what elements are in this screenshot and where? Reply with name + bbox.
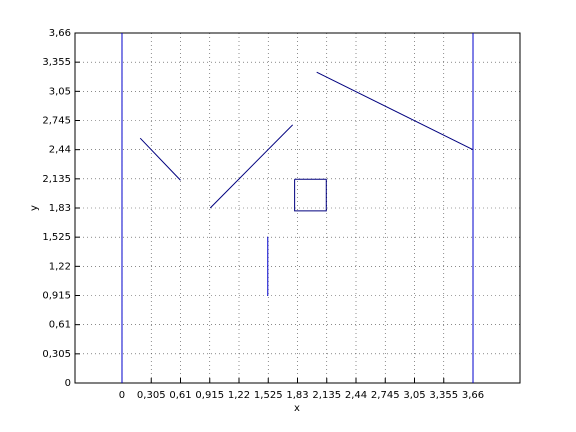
y-tick-label: 0,915: [42, 291, 71, 302]
line-segment: [209, 124, 294, 209]
x-tick-label: 0,61: [169, 390, 191, 401]
x-tick-label: 2,44: [345, 390, 367, 401]
y-tick-label: 2,745: [42, 116, 71, 127]
y-tick-label: 0,305: [42, 349, 71, 360]
y-tick-label: 1,22: [49, 261, 71, 272]
y-tick-label: 0: [65, 378, 71, 389]
y-tick-label: 2,135: [42, 174, 71, 185]
y-tick-label: 3,66: [49, 28, 71, 39]
x-tick-label: 1,83: [286, 390, 308, 401]
line-segment: [139, 137, 181, 181]
line-segment: [316, 71, 474, 151]
x-tick-label: 2,135: [312, 390, 341, 401]
y-tick-label: 1,525: [42, 232, 71, 243]
x-tick-label: 2,745: [371, 390, 400, 401]
axes-box: [74, 32, 521, 384]
y-axis-label: y: [29, 205, 40, 211]
line-segment: [294, 178, 327, 212]
x-tick-label: 0,305: [137, 390, 166, 401]
y-tick-label: 2,44: [49, 145, 71, 156]
x-tick-label: 1,22: [228, 390, 250, 401]
x-tick-label: 0,915: [195, 390, 224, 401]
y-tick-label: 3,05: [49, 86, 71, 97]
x-tick-label: 3,66: [462, 390, 484, 401]
y-tick-label: 1,83: [49, 203, 71, 214]
x-tick-label: 3,05: [403, 390, 425, 401]
x-tick-label: 0: [119, 390, 125, 401]
x-tick-label: 1,525: [254, 390, 283, 401]
x-axis-label: x: [294, 403, 300, 414]
y-tick-label: 0,61: [49, 320, 71, 331]
plot-area: [75, 33, 520, 383]
y-tick-label: 3,355: [42, 57, 71, 68]
x-tick-label: 3,355: [429, 390, 458, 401]
